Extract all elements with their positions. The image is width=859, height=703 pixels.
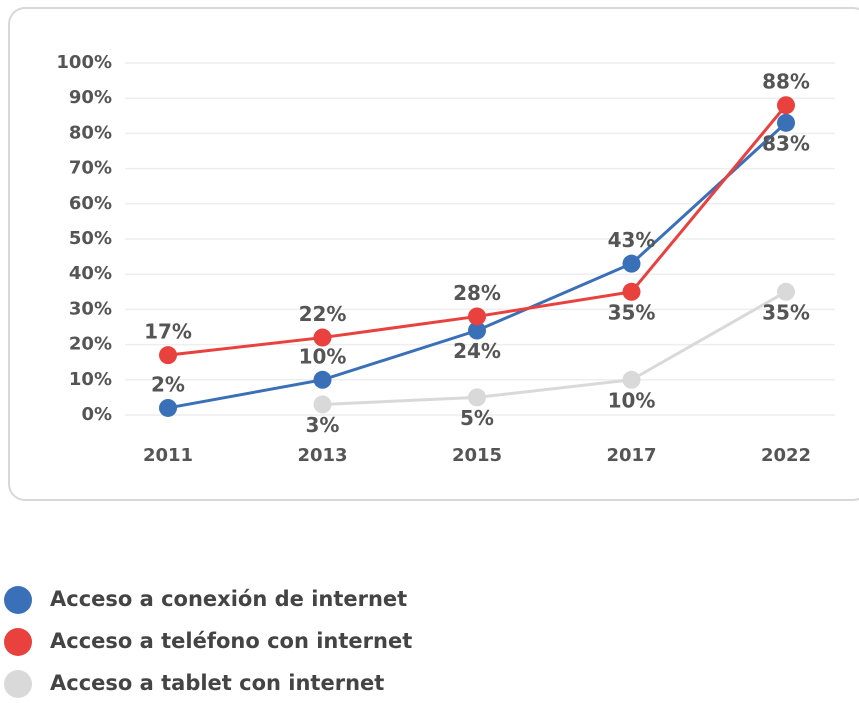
data-label: 10% xyxy=(299,344,347,368)
data-point xyxy=(622,254,641,273)
legend-marker xyxy=(4,670,32,698)
data-label: 5% xyxy=(460,406,494,430)
series-line xyxy=(322,290,787,406)
data-label: 24% xyxy=(453,339,501,363)
data-label: 2% xyxy=(151,372,185,396)
data-label: 88% xyxy=(762,70,810,94)
x-tick-label: 2013 xyxy=(297,445,347,466)
legend-label: Acceso a teléfono con internet xyxy=(50,629,412,653)
data-label: 17% xyxy=(144,320,192,344)
legend-marker xyxy=(4,586,32,614)
x-tick-label: 2015 xyxy=(452,445,502,466)
x-tick-label: 2022 xyxy=(761,445,811,466)
data-point xyxy=(777,282,795,301)
data-point xyxy=(622,370,641,389)
y-tick-label: 50% xyxy=(69,228,112,249)
legend-label: Acceso a conexión de internet xyxy=(50,587,407,611)
legend-label: Acceso a tablet con internet xyxy=(50,671,384,695)
y-tick-label: 60% xyxy=(69,193,112,214)
y-tick-label: 80% xyxy=(69,122,112,143)
data-point xyxy=(468,388,486,407)
data-point xyxy=(313,328,332,347)
x-tick-label: 2017 xyxy=(606,445,656,466)
y-tick-label: 40% xyxy=(69,263,112,284)
y-tick-label: 90% xyxy=(69,87,112,108)
data-point xyxy=(777,96,795,115)
data-label: 35% xyxy=(608,300,656,324)
y-tick-label: 20% xyxy=(69,334,112,355)
data-point xyxy=(313,395,332,414)
data-point xyxy=(622,282,641,301)
data-label: 43% xyxy=(608,228,656,252)
data-label: 28% xyxy=(453,281,501,305)
card xyxy=(8,7,859,501)
data-label: 35% xyxy=(762,300,810,324)
data-label: 22% xyxy=(299,302,347,326)
data-label: 83% xyxy=(762,131,810,155)
legend-marker xyxy=(4,628,32,656)
data-point xyxy=(777,113,795,132)
y-tick-label: 30% xyxy=(69,298,112,319)
data-point xyxy=(159,346,177,365)
data-label: 3% xyxy=(306,413,340,437)
y-tick-label: 100% xyxy=(56,52,112,73)
y-tick-label: 70% xyxy=(69,158,112,179)
y-tick-label: 10% xyxy=(69,369,112,390)
data-point xyxy=(468,321,486,340)
data-label: 10% xyxy=(608,388,656,412)
data-point xyxy=(468,307,486,326)
data-point xyxy=(313,370,332,389)
y-tick-label: 0% xyxy=(81,404,112,425)
data-point xyxy=(159,398,177,417)
x-tick-label: 2011 xyxy=(143,445,193,466)
